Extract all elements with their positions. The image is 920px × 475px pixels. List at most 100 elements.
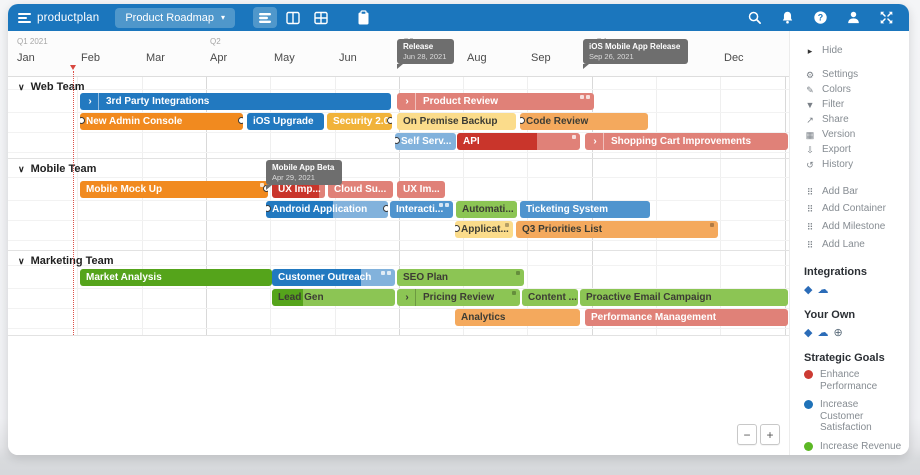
roadmap-bar[interactable]: Ticketing System [520,201,650,218]
legend-label: Enhance Performance [820,369,878,392]
roadmap-bar[interactable]: API [457,133,580,150]
sidebar-item-version[interactable]: ▦ Version [804,127,903,142]
milestone-flag[interactable]: Mobile App Beta Apr 29, 2021 [266,160,343,191]
roadmap-bar[interactable]: › Shopping Cart Improvements [585,133,788,150]
sidebar-item-add-container[interactable]: ⠿ Add Container [804,201,903,219]
grid-line-month [142,77,143,335]
row-separator [8,89,789,90]
lane-title: Web Team [30,81,85,93]
roadmap-bar[interactable]: › 3rd Party Integrations [80,93,391,110]
row-separator [8,132,789,133]
milestone-title: iOS Mobile App Release [589,42,681,51]
month-label: Sep [531,52,551,64]
roadmap-bar[interactable]: Customer Outreach [272,269,395,286]
account-user-icon[interactable] [842,7,864,28]
dependency-connector-icon[interactable] [455,225,460,232]
roadmap-bar[interactable]: Code Review [520,113,648,130]
app-window: productplan Product Roadmap ▾ [8,4,909,455]
row-separator [8,265,789,266]
bar-label: Lead Gen [278,292,324,303]
roadmap-bar[interactable]: UX Imp... [272,181,325,198]
lane-header-web-team[interactable]: ∨ Web Team [18,81,85,93]
grid-view-icon[interactable] [309,7,333,28]
lane-header-marketing-team[interactable]: ∨ Marketing Team [18,255,114,267]
lane-section: ∨ Marketing Team [8,250,789,335]
sidebar-item-filter[interactable]: ▼ Filter [804,97,903,112]
bar-expand-chevron-icon[interactable]: › [587,133,604,150]
roadmap-bar[interactable]: iOS Upgrade [247,113,324,130]
sidebar-item-add-bar[interactable]: ⠿ Add Bar [804,183,903,201]
roadmap-bar[interactable]: Proactive Email Campaign [580,289,788,306]
roadmap-bar[interactable]: SEO Plan [397,269,524,286]
roadmap-bar[interactable]: Market Analysis [80,269,272,286]
integrations-heading: Integrations [804,266,867,279]
lane-collapse-icon[interactable]: ∨ [18,255,25,266]
sidebar-item-export[interactable]: ⇩ Export [804,142,903,157]
bar-label: Interacti... [396,204,444,215]
sidebar-item-add-milestone[interactable]: ⠿ Add Milestone [804,218,903,236]
sidebar-item-add-lane[interactable]: ⠿ Add Lane [804,236,903,254]
search-icon[interactable] [743,7,765,28]
roadmap-bar[interactable]: Interacti... [390,201,453,218]
notifications-bell-icon[interactable] [776,7,798,28]
zoom-in-button[interactable]: + [760,424,780,445]
strategic-goals-heading: Strategic Goals [804,352,885,365]
roadmap-selector-button[interactable]: Product Roadmap ▾ [115,7,235,28]
roadmap-bar[interactable]: › Product Review [397,93,594,110]
roadmap-bar[interactable]: Cloud Su... [328,181,393,198]
roadmap-bar[interactable]: Analytics [455,309,580,326]
dependency-connector-icon[interactable] [266,205,271,212]
milestone-title: Mobile App Beta [272,163,335,172]
roadmap-bar[interactable]: Automati... [456,201,517,218]
roadmap-bar[interactable]: Content ... [522,289,578,306]
clipboard-icon[interactable] [351,7,375,28]
jira-icon[interactable]: ◆ [804,284,813,297]
roadmap-bar[interactable]: Q3 Priorities List [516,221,718,238]
zoom-out-button[interactable]: − [737,424,757,445]
sidebar-item-colors[interactable]: ✎ Colors [804,82,903,97]
columns-view-icon[interactable] [281,7,305,28]
productplan-logo[interactable]: productplan [18,12,99,24]
dependency-connector-icon[interactable] [387,117,392,124]
milestone-flag[interactable]: Release Jun 28, 2021 [397,39,455,70]
sidebar-item-settings[interactable]: ⚙ Settings [804,67,903,82]
dependency-connector-icon[interactable] [383,205,388,212]
roadmap-bar[interactable]: On Premise Backup [397,113,516,130]
hide-panel-button[interactable]: ▸ Hide [804,43,903,58]
roadmap-bar[interactable]: Android Application [266,201,388,218]
bar-expand-chevron-icon[interactable]: › [82,93,99,110]
lane-collapse-icon[interactable]: ∨ [18,163,25,174]
legend-item: Enhance Performance [804,369,903,392]
roadmap-bar[interactable]: UX Im... [397,181,445,198]
dependency-connector-icon[interactable] [520,117,525,124]
sidebar-item-label: Export [822,143,851,155]
lane-header-mobile-team[interactable]: ∨ Mobile Team [18,163,96,175]
history-icon: ↺ [806,159,814,170]
roadmap-bar[interactable]: New Admin Console [80,113,243,130]
help-icon[interactable]: ? [809,7,831,28]
bars-view-icon[interactable] [253,7,277,28]
roadmap-bar[interactable]: Self Serv... [395,133,456,150]
roadmap-bar[interactable]: Performance Management [585,309,788,326]
diamond-icon[interactable]: ◆ [804,327,813,340]
dependency-connector-icon[interactable] [238,117,243,124]
dependency-connector-icon[interactable] [395,137,400,144]
add-integration-icon[interactable]: ⊕ [833,327,843,340]
dependency-connector-icon[interactable] [80,117,85,124]
cloud-icon[interactable]: ☁ [817,327,829,340]
roadmap-bar[interactable]: Security 2.0 [327,113,392,130]
dependency-connector-icon[interactable] [263,185,268,192]
salesforce-icon[interactable]: ☁ [817,284,829,297]
lane-collapse-icon[interactable]: ∨ [18,81,25,92]
roadmap-bar[interactable]: Lead Gen [272,289,395,306]
roadmap-bar[interactable]: Applicat... [455,221,513,238]
sidebar-item-history[interactable]: ↺ History [804,157,903,172]
roadmap-bar[interactable]: Mobile Mock Up [80,181,268,198]
bar-badge-icon [387,271,391,275]
bar-expand-chevron-icon[interactable]: › [399,93,416,110]
milestone-flag[interactable]: iOS Mobile App Release Sep 26, 2021 [583,39,689,70]
roadmap-bar[interactable]: › Pricing Review [397,289,520,306]
bar-expand-chevron-icon[interactable]: › [399,289,416,306]
fullscreen-icon[interactable] [875,7,897,28]
sidebar-item-share[interactable]: ↗ Share [804,112,903,127]
